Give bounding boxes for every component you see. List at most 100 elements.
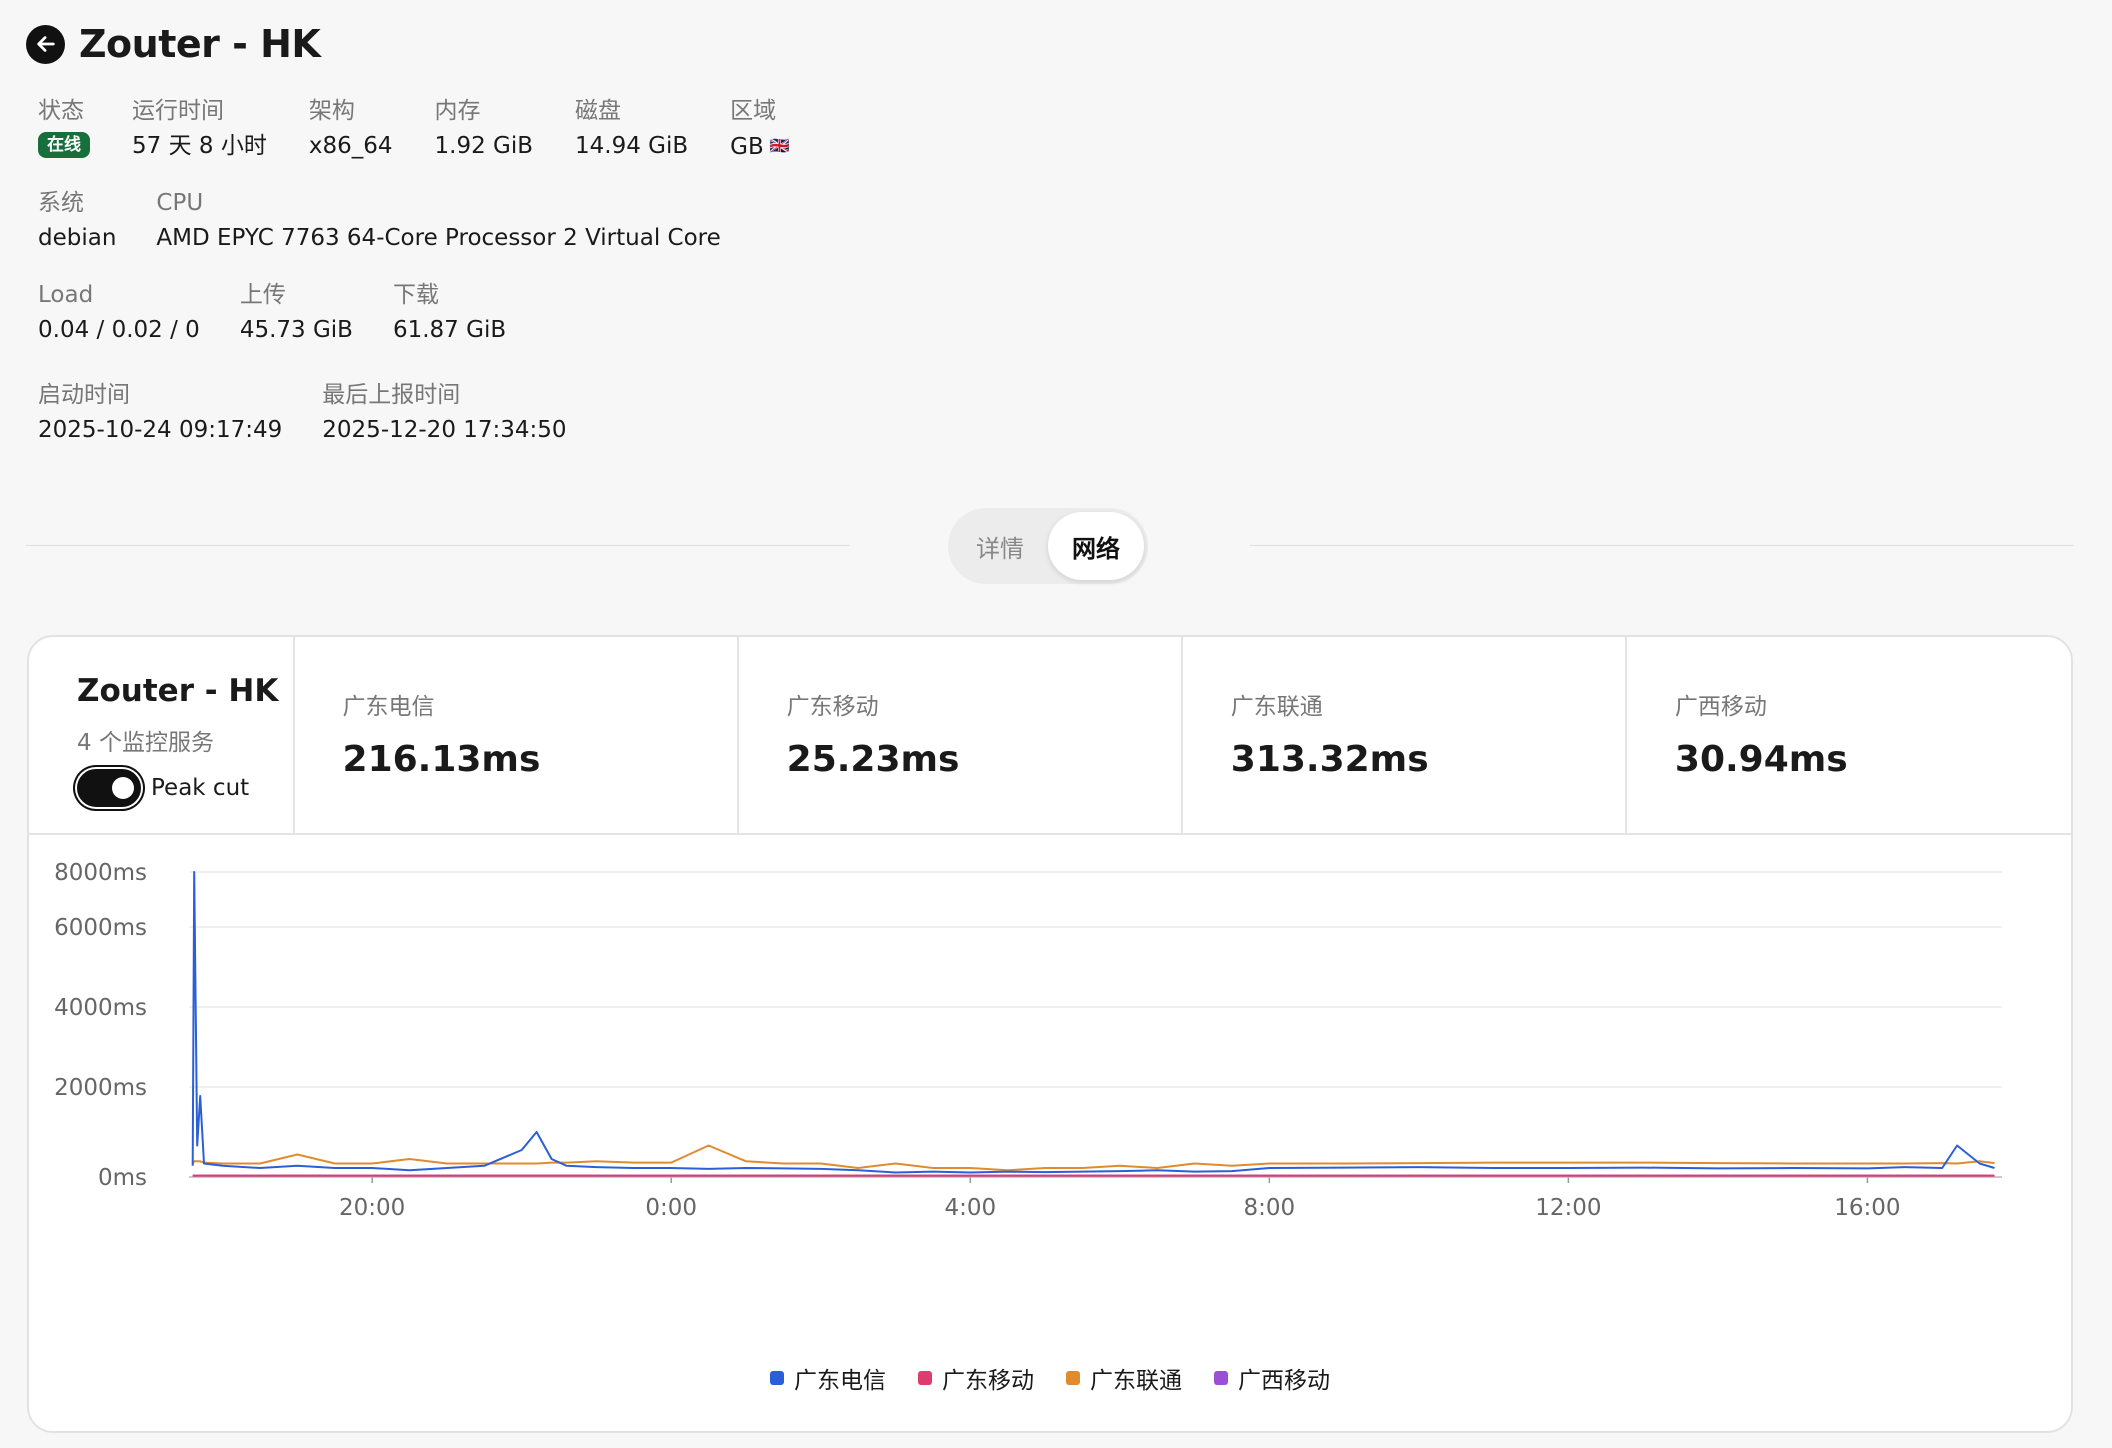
legend-item[interactable]: 广东电信 xyxy=(770,1361,886,1395)
info-boot-time: 启动时间 2025-10-24 09:17:49 xyxy=(38,380,282,446)
x-tick-label: 16:00 xyxy=(1834,1195,1900,1221)
legend-label: 广东联通 xyxy=(1090,1368,1182,1394)
info-label: 系统 xyxy=(38,190,84,216)
info-load: Load 0.04 / 0.02 / 0 xyxy=(38,280,200,346)
info-value: 57 天 8 小时 xyxy=(132,133,267,159)
latency-chart: 0ms 2000ms 4000ms 6000ms 8000ms 20:00 0:00 4:00… xyxy=(29,837,2071,1431)
stat-label: 广东移动 xyxy=(786,694,879,720)
info-value: 2025-12-20 17:34:50 xyxy=(322,417,567,443)
info-label: 区域 xyxy=(730,98,777,124)
stat-value: 30.94ms xyxy=(1674,739,1848,780)
info-row-4: 启动时间 2025-10-24 09:17:49 最后上报时间 2025-12-… xyxy=(38,380,567,446)
info-cpu: CPU AMD EPYC 7763 64-Core Processor 2 Vi… xyxy=(156,188,720,254)
stat-gx-mobile: 广西移动 30.94ms xyxy=(1627,637,2071,833)
info-label: 磁盘 xyxy=(575,98,622,124)
info-value: x86_64 xyxy=(308,133,393,159)
info-arch: 架构 x86_64 xyxy=(309,96,393,163)
divider-left xyxy=(26,545,850,546)
stat-gd-mobile: 广东移动 25.23ms xyxy=(739,637,1183,833)
legend-item[interactable]: 广东联通 xyxy=(1066,1361,1182,1395)
stat-gd-unicom: 广东联通 313.32ms xyxy=(1183,637,1627,833)
y-tick-label: 6000ms xyxy=(54,915,147,941)
info-label: 最后上报时间 xyxy=(322,382,461,408)
stat-label: 广东联通 xyxy=(1230,694,1323,720)
stat-value: 25.23ms xyxy=(786,739,960,780)
y-tick-label: 2000ms xyxy=(54,1075,147,1101)
info-download: 下载 61.87 GiB xyxy=(393,280,506,346)
x-tick-label: 8:00 xyxy=(1243,1195,1295,1221)
page-header: Zouter - HK xyxy=(26,22,321,66)
info-os: 系统 debian xyxy=(38,188,116,254)
info-uptime: 运行时间 57 天 8 小时 xyxy=(132,96,267,163)
stat-value: 313.32ms xyxy=(1230,739,1429,780)
info-value: 61.87 GiB xyxy=(392,317,507,343)
back-button[interactable] xyxy=(26,24,65,64)
page-title: Zouter - HK xyxy=(79,22,321,66)
legend-swatch xyxy=(918,1371,932,1385)
info-label: 内存 xyxy=(434,98,481,124)
legend-item[interactable]: 广西移动 xyxy=(1214,1361,1330,1395)
info-value: AMD EPYC 7763 64-Core Processor 2 Virtua… xyxy=(156,225,721,251)
info-value: 45.73 GiB xyxy=(239,317,353,343)
info-label: Load xyxy=(38,282,94,308)
stat-label: 广西移动 xyxy=(1674,694,1767,720)
info-value: GB 🇬🇧 xyxy=(730,130,790,163)
info-memory: 内存 1.92 GiB xyxy=(435,96,534,163)
legend-item[interactable]: 广东移动 xyxy=(918,1361,1034,1395)
info-label: 启动时间 xyxy=(38,382,130,408)
legend-label: 广东移动 xyxy=(942,1368,1034,1394)
peak-cut-control: Peak cut xyxy=(77,769,293,807)
monitor-count: 4 个监控服务 xyxy=(77,730,214,756)
info-row-2: 系统 debian CPU AMD EPYC 7763 64-Core Proc… xyxy=(38,188,721,254)
stat-value: 216.13ms xyxy=(342,739,541,780)
latency-chart-svg: 0ms 2000ms 4000ms 6000ms 8000ms 20:00 0:00 4:00… xyxy=(54,860,2002,1221)
info-label: 状态 xyxy=(38,98,84,124)
network-card: Zouter - HK 4 个监控服务 Peak cut 广东电信 216.13… xyxy=(27,635,2073,1433)
server-name: Zouter - HK xyxy=(77,673,279,709)
tab-switcher: 详情 网络 xyxy=(948,508,1148,584)
y-tick-label: 8000ms xyxy=(54,860,147,886)
info-last-report: 最后上报时间 2025-12-20 17:34:50 xyxy=(322,380,566,446)
info-row-1: 状态 在线 运行时间 57 天 8 小时 架构 x86_64 内存 1.92 G… xyxy=(38,96,790,163)
info-label: 上传 xyxy=(239,282,286,308)
stat-label: 广东电信 xyxy=(342,694,435,720)
info-label: 运行时间 xyxy=(132,98,224,124)
tab-network[interactable]: 网络 xyxy=(1048,512,1144,580)
stat-gd-telecom: 广东电信 216.13ms xyxy=(295,637,739,833)
x-tick-label: 4:00 xyxy=(944,1195,996,1221)
peak-cut-label: Peak cut xyxy=(151,775,250,801)
y-tick-label: 0ms xyxy=(98,1165,147,1191)
info-status: 状态 在线 xyxy=(38,96,90,163)
x-tick-label: 0:00 xyxy=(645,1195,697,1221)
info-region: 区域 GB 🇬🇧 xyxy=(730,96,790,163)
series-line-2 xyxy=(191,1144,1995,1172)
legend-swatch xyxy=(1214,1371,1228,1385)
info-value: 14.94 GiB xyxy=(575,133,689,159)
info-upload: 上传 45.73 GiB xyxy=(240,280,353,346)
info-row-3: Load 0.04 / 0.02 / 0 上传 45.73 GiB 下载 61.… xyxy=(38,280,506,346)
legend-swatch xyxy=(770,1371,784,1385)
y-tick-label: 4000ms xyxy=(54,995,147,1021)
info-value: 0.04 / 0.02 / 0 xyxy=(38,317,200,343)
info-value: 2025-10-24 09:17:49 xyxy=(38,417,283,443)
tab-details[interactable]: 详情 xyxy=(976,534,1024,563)
chart-legend: 广东电信 广东移动 广东联通 广西移动 xyxy=(29,1361,2071,1395)
legend-swatch xyxy=(1066,1371,1080,1385)
server-summary: Zouter - HK 4 个监控服务 Peak cut xyxy=(29,637,295,833)
x-tick-label: 12:00 xyxy=(1535,1195,1601,1221)
series-line-0 xyxy=(191,871,1995,1174)
info-label: 架构 xyxy=(308,98,355,124)
legend-label: 广东电信 xyxy=(794,1368,886,1394)
x-tick-label: 20:00 xyxy=(339,1195,405,1221)
region-code: GB xyxy=(730,134,764,160)
peak-cut-toggle[interactable] xyxy=(77,769,141,807)
flag-icon: 🇬🇧 xyxy=(769,136,790,155)
divider-right xyxy=(1250,545,2074,546)
status-badge: 在线 xyxy=(38,132,90,158)
toggle-knob xyxy=(112,777,134,799)
info-label: 下载 xyxy=(392,282,439,308)
info-value: debian xyxy=(38,225,117,251)
arrow-left-icon xyxy=(36,36,55,52)
info-value: 1.92 GiB xyxy=(434,133,534,159)
legend-label: 广西移动 xyxy=(1238,1368,1330,1394)
